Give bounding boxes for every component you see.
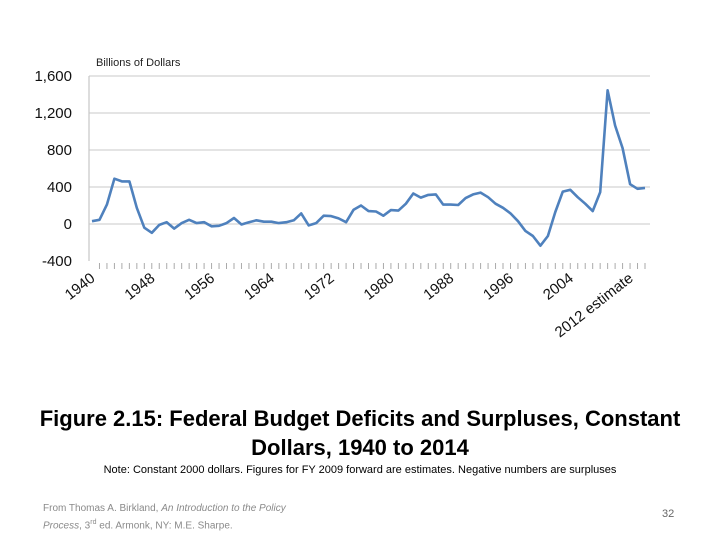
deficit-line-chart: Billions of Dollars 1,600 1,200 800 400 0 -40… — [34, 57, 650, 341]
deficit-series-line — [91, 89, 646, 247]
y-tick-label: 0 — [64, 216, 72, 233]
y-axis-label: Billions of Dollars — [96, 57, 181, 69]
figure-title-line1: Figure 2.15: Federal Budget Deficits and… — [39, 406, 681, 431]
figure-title: Figure 2.15: Federal Budget Deficits and… — [30, 404, 690, 462]
y-tick-label: 800 — [47, 142, 72, 159]
x-tick-label: 1964 — [241, 270, 278, 304]
x-tick-label: 1948 — [121, 270, 158, 304]
x-tick-label: 1940 — [62, 270, 99, 304]
figure-title-line2: Dollars, 1940 to 2014 — [251, 435, 469, 460]
y-tick-label: -400 — [42, 253, 72, 270]
source-citation: From Thomas A. Birkland, An Introduction… — [43, 503, 286, 532]
x-tick-label: 1980 — [361, 270, 398, 304]
x-tick-label: 2004 — [540, 270, 577, 304]
figure-note: Note: Constant 2000 dollars. Figures for… — [103, 464, 617, 476]
x-tick-label: 1956 — [181, 270, 218, 304]
y-tick-label: 400 — [47, 179, 72, 196]
x-tick-label: 1972 — [301, 270, 338, 304]
x-tick-label: 1988 — [420, 270, 457, 304]
x-tick-label: 1996 — [480, 270, 517, 304]
y-tick-label: 1,200 — [34, 105, 72, 122]
page-number: 32 — [662, 508, 675, 520]
y-tick-label: 1,600 — [34, 68, 72, 85]
